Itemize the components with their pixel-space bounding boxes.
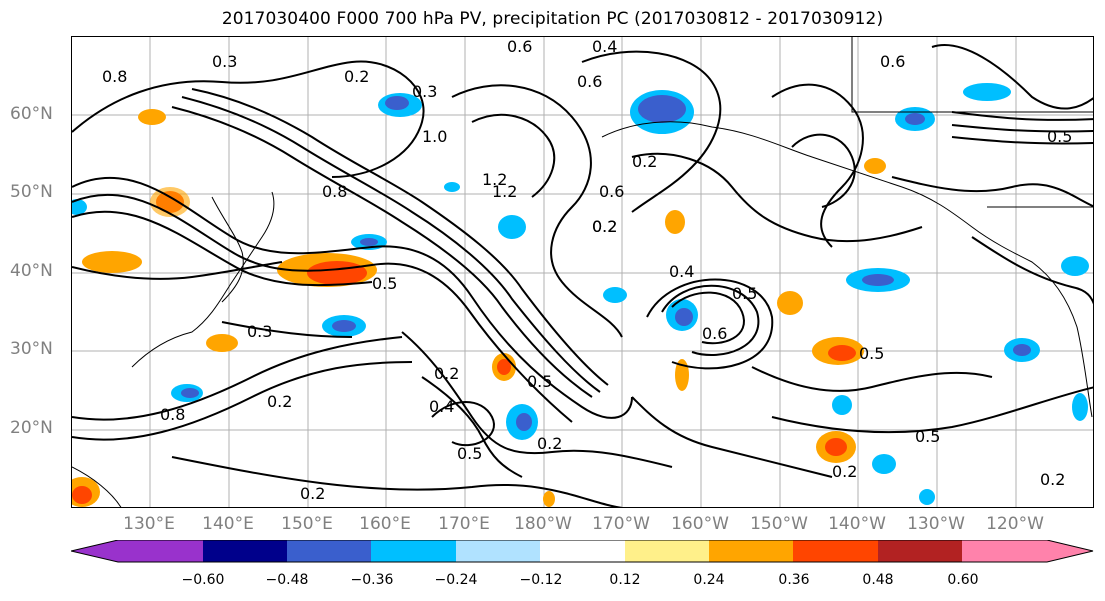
- colorbar-segment: [456, 540, 541, 562]
- contour-label: 0.2: [1040, 470, 1065, 489]
- contour-label: 0.5: [732, 284, 757, 303]
- lat-label: 30°N: [10, 339, 53, 359]
- contour-label: 0.8: [102, 67, 127, 86]
- colorbar-segment: [203, 540, 288, 562]
- lon-label: 120°W: [986, 514, 1044, 534]
- colorbar-tick: −0.60: [181, 572, 225, 588]
- contour-label: 0.6: [577, 72, 602, 91]
- contour-label: 0.4: [429, 397, 454, 416]
- contour-label: 0.3: [412, 82, 437, 101]
- contour-label: 0.6: [880, 52, 905, 71]
- colorbar-segment: [287, 540, 372, 562]
- lat-label: 60°N: [10, 104, 53, 124]
- contour-label: 0.2: [300, 484, 325, 503]
- coastlines: [72, 37, 1093, 507]
- contour-label: 0.5: [859, 344, 884, 363]
- colorbar-tick: −0.12: [519, 572, 563, 588]
- lon-label: 160°W: [671, 514, 729, 534]
- contour-label: 0.5: [372, 274, 397, 293]
- colorbar-segment: [793, 540, 878, 562]
- pv-contours: [72, 44, 1093, 507]
- contour-label: 0.2: [632, 152, 657, 171]
- colorbar-segment: [878, 540, 963, 562]
- lon-label: 180°W: [514, 514, 572, 534]
- contour-label: 0.6: [599, 182, 624, 201]
- lon-label: 130°W: [907, 514, 965, 534]
- contour-label: 0.2: [592, 217, 617, 236]
- colorbar-tick: 0.48: [862, 572, 894, 588]
- colorbar-tick: −0.24: [434, 572, 478, 588]
- colorbar-tick: 0.36: [778, 572, 810, 588]
- lat-label: 50°N: [10, 182, 53, 202]
- precipitation-fills: [72, 83, 1089, 507]
- contour-label: 0.6: [702, 324, 727, 343]
- lon-label: 130°E: [123, 514, 175, 534]
- lon-label: 140°E: [202, 514, 254, 534]
- contour-label: 1.2: [492, 182, 517, 201]
- contour-label: 0.5: [1047, 127, 1072, 146]
- colorbar-segment: [371, 540, 456, 562]
- contour-label: 0.5: [915, 427, 940, 446]
- colorbar-segment: [71, 540, 203, 562]
- lon-label: 140°W: [828, 514, 886, 534]
- lon-label: 170°E: [438, 514, 490, 534]
- contour-label: 0.2: [537, 434, 562, 453]
- map-canvas: 0.2 0.3 0.4 0.5 0.6 0.8 1.0 1.2 0.2 0.5 …: [72, 37, 1093, 507]
- lon-label: 150°E: [281, 514, 333, 534]
- contour-label: 0.3: [247, 322, 272, 341]
- colorbar-segment: [625, 540, 710, 562]
- contour-label: 0.5: [457, 444, 482, 463]
- colorbar-segment: [709, 540, 794, 562]
- lon-label: 160°E: [359, 514, 411, 534]
- colorbar-tick: −0.48: [265, 572, 309, 588]
- contour-label: 0.3: [212, 52, 237, 71]
- colorbar-tick: −0.36: [350, 572, 394, 588]
- colorbar: [70, 539, 1094, 568]
- plot-title: 2017030400 F000 700 hPa PV, precipitatio…: [221, 9, 884, 29]
- contour-labels: 0.2 0.3 0.4 0.5 0.6 0.8 1.0 1.2 0.2 0.5 …: [102, 37, 1072, 503]
- contour-label: 0.8: [322, 182, 347, 201]
- contour-label: 0.4: [669, 262, 694, 281]
- map-panel: 0.2 0.3 0.4 0.5 0.6 0.8 1.0 1.2 0.2 0.5 …: [71, 36, 1094, 508]
- contour-label: 0.2: [832, 462, 857, 481]
- contour-label: 0.8: [160, 405, 185, 424]
- contour-label: 0.2: [592, 217, 617, 236]
- contour-label: 0.6: [507, 37, 532, 56]
- lat-label: 20°N: [10, 418, 53, 438]
- contour-label: 0.5: [527, 372, 552, 391]
- contour-label: 0.4: [592, 37, 617, 56]
- contour-label: 1.2: [482, 170, 507, 189]
- contour-label: 0.2: [344, 67, 369, 86]
- lat-label: 40°N: [10, 261, 53, 281]
- colorbar-svg: [70, 539, 1094, 563]
- colorbar-segment: [962, 540, 1093, 562]
- colorbar-segment: [540, 540, 625, 562]
- contour-label: 0.2: [267, 392, 292, 411]
- colorbar-tick: 0.60: [947, 572, 979, 588]
- lon-label: 170°W: [592, 514, 650, 534]
- contour-label: 0.2: [434, 364, 459, 383]
- colorbar-tick: 0.12: [609, 572, 641, 588]
- contour-label: 1.0: [422, 127, 447, 146]
- colorbar-tick: 0.24: [693, 572, 725, 588]
- lon-label: 150°W: [750, 514, 808, 534]
